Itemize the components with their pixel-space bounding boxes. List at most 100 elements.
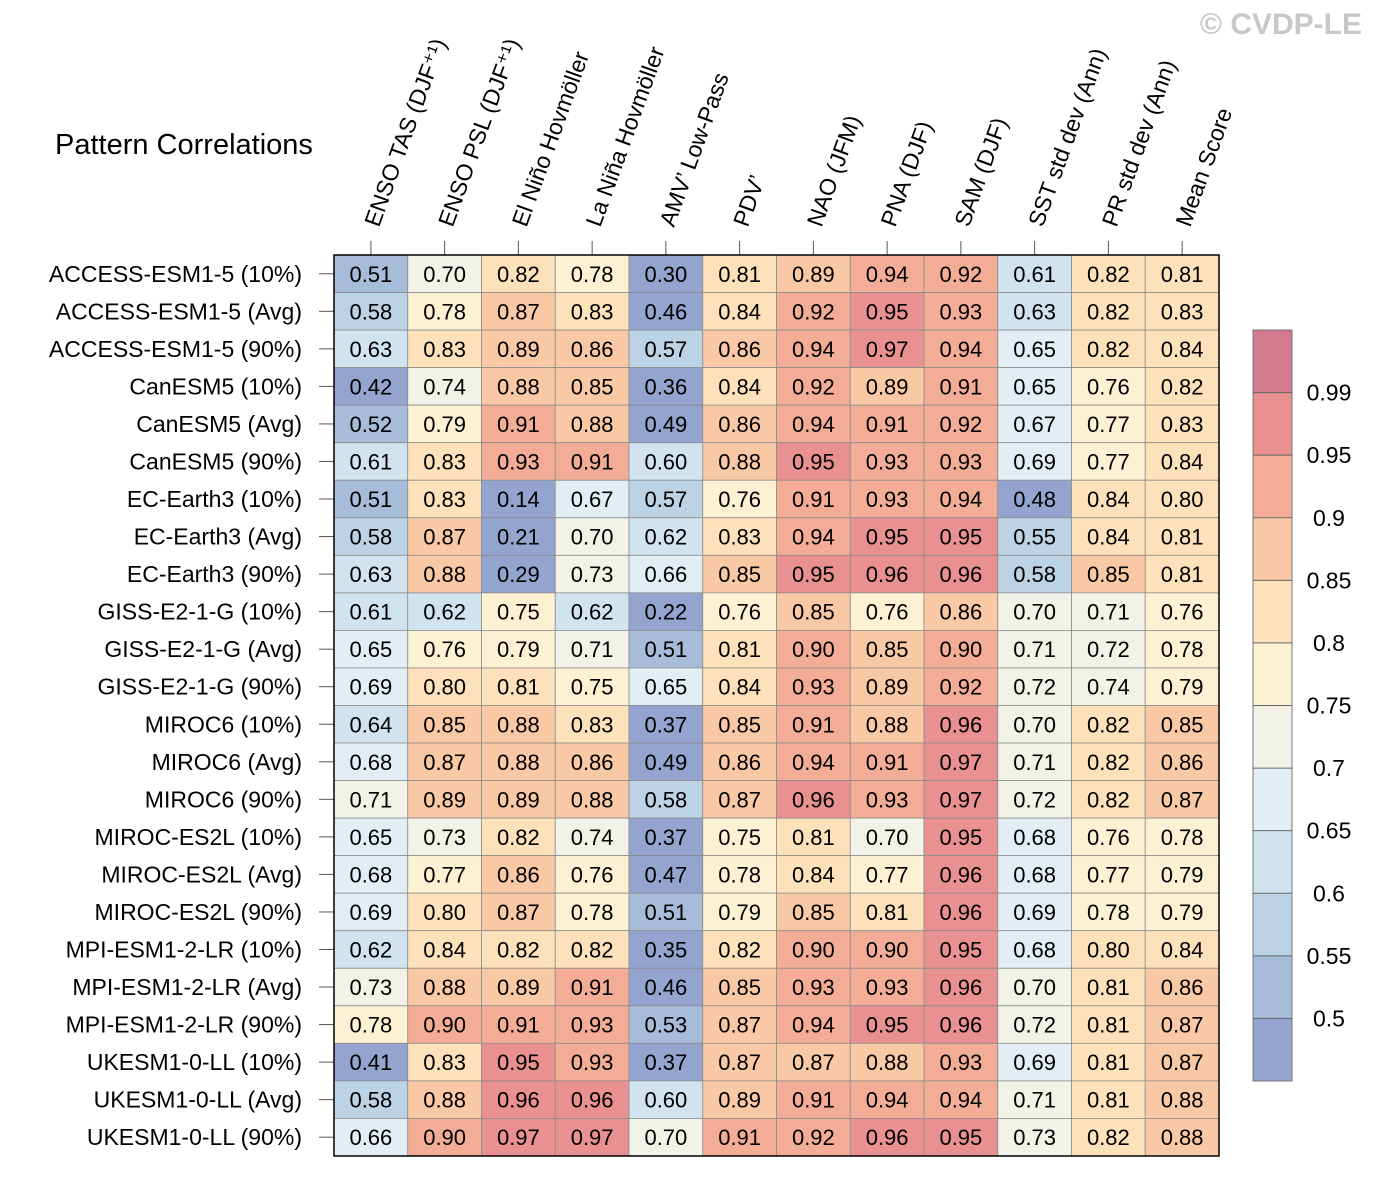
heatmap-cell: [1144, 1005, 1220, 1044]
cell-value-label: 0.77: [423, 862, 466, 887]
heatmap-cell: [997, 1080, 1072, 1119]
heatmap-cell: [407, 367, 482, 406]
row-label: CanESM5 (Avg): [136, 411, 302, 437]
heatmap-cell: [481, 479, 556, 519]
cell-value-label: 0.68: [349, 750, 392, 775]
row-label: CanESM5 (90%): [129, 448, 302, 474]
heatmap-cell: [481, 780, 556, 819]
cell-value-label: 0.76: [718, 600, 761, 625]
cell-value-label: 0.79: [1161, 675, 1204, 700]
row-label: MIROC6 (90%): [145, 786, 302, 812]
cell-value-label: 0.89: [866, 374, 909, 399]
cell-value-label: 0.83: [423, 337, 466, 362]
heatmap-cell: [1144, 329, 1220, 369]
cell-value-label: 0.93: [497, 449, 540, 474]
heatmap-cell: [1071, 479, 1146, 519]
cell-value-label: 0.76: [1161, 600, 1204, 625]
cell-value-label: 0.65: [644, 675, 687, 700]
cell-value-label: 0.89: [497, 337, 540, 362]
cell-value-label: 0.81: [497, 675, 540, 700]
heatmap-cell: [628, 667, 704, 706]
cell-value-label: 0.87: [792, 1050, 835, 1075]
cell-value-label: 0.79: [718, 900, 761, 925]
cell-value-label: 0.92: [792, 374, 835, 399]
cell-value-label: 0.92: [939, 412, 982, 437]
heatmap-cell: [1071, 554, 1146, 594]
heatmap-cell: [1071, 892, 1146, 932]
cell-value-label: 0.94: [939, 1088, 982, 1113]
heatmap-cell: [1071, 367, 1146, 406]
cell-value-label: 0.97: [939, 750, 982, 775]
cell-value-label: 0.92: [939, 262, 982, 287]
heatmap-cell: [333, 967, 409, 1007]
cell-value-label: 0.88: [423, 562, 466, 587]
cell-value-label: 0.81: [1087, 1013, 1130, 1038]
cell-value-label: 0.78: [1087, 900, 1130, 925]
cell-value-label: 0.91: [497, 412, 540, 437]
cell-value-label: 0.51: [644, 900, 687, 925]
cell-value-label: 0.83: [423, 449, 466, 474]
cell-value-label: 0.87: [1161, 787, 1204, 812]
heatmap-cell: [776, 554, 851, 594]
heatmap-cell: [702, 479, 777, 519]
heatmap-cell: [702, 592, 777, 631]
cell-value-label: 0.78: [571, 262, 614, 287]
heatmap-cell: [628, 404, 704, 444]
cell-value-label: 0.67: [1013, 412, 1056, 437]
row-label: MPI-ESM1-2-LR (10%): [66, 936, 302, 962]
cell-value-label: 0.91: [792, 1088, 835, 1113]
colorbar-segment: [1253, 955, 1292, 1019]
cell-value-label: 0.14: [497, 487, 540, 512]
cell-value-label: 0.41: [349, 1050, 392, 1075]
heatmap-cell: [1071, 1118, 1146, 1157]
heatmap-cell: [702, 1005, 777, 1044]
heatmap-cell: [849, 630, 925, 669]
cell-value-label: 0.83: [423, 1050, 466, 1075]
cell-value-label: 0.95: [939, 1125, 982, 1150]
row-label: ACCESS-ESM1-5 (Avg): [56, 298, 302, 324]
cell-value-label: 0.93: [866, 487, 909, 512]
cell-value-label: 0.80: [423, 675, 466, 700]
cell-value-label: 0.86: [718, 412, 761, 437]
heatmap-cell: [628, 855, 704, 894]
cell-value-label: 0.70: [571, 525, 614, 550]
heatmap-cell: [628, 442, 704, 481]
cell-value-label: 0.90: [866, 937, 909, 962]
cell-value-label: 0.87: [718, 787, 761, 812]
heatmap-cell: [554, 1080, 630, 1119]
heatmap-cell: [997, 855, 1072, 894]
row-label: EC-Earth3 (90%): [127, 561, 302, 587]
heatmap-cell: [1144, 554, 1220, 594]
cell-value-label: 0.89: [497, 975, 540, 1000]
cell-value-label: 0.51: [349, 487, 392, 512]
cell-value-label: 0.85: [718, 562, 761, 587]
colorbar-segment: [1253, 455, 1292, 518]
heatmap-cell: [923, 892, 999, 932]
heatmap-cell: [849, 1042, 925, 1082]
cell-value-label: 0.71: [1013, 1088, 1056, 1113]
cell-value-label: 0.91: [792, 487, 835, 512]
cell-value-label: 0.83: [571, 299, 614, 324]
cell-value-label: 0.83: [1161, 299, 1204, 324]
heatmap-cell: [776, 892, 851, 932]
cell-value-label: 0.48: [1013, 487, 1056, 512]
colorbar-label: 0.65: [1307, 818, 1352, 844]
cell-value-label: 0.82: [497, 825, 540, 850]
cell-value-label: 0.94: [939, 487, 982, 512]
heatmap-cell: [481, 329, 556, 369]
row-label: GISS-E2-1-G (Avg): [104, 636, 302, 662]
heatmap-cell: [407, 479, 482, 519]
cell-value-label: 0.85: [1161, 712, 1204, 737]
row-label: UKESM1-0-LL (90%): [87, 1124, 302, 1150]
colorbar-label: 0.6: [1313, 880, 1345, 906]
cell-value-label: 0.86: [718, 337, 761, 362]
row-labels: ACCESS-ESM1-5 (10%) ACCESS-ESM1-5 (Avg) AC…: [49, 261, 334, 1150]
cell-value-label: 0.52: [349, 412, 392, 437]
heatmap-cell: [923, 329, 999, 369]
heatmap-cell: [1144, 442, 1220, 481]
cell-value-label: 0.82: [1087, 262, 1130, 287]
cell-value-label: 0.73: [571, 562, 614, 587]
heatmap-cell: [776, 292, 851, 331]
column-label: Mean Score: [1170, 104, 1237, 229]
heatmap-cell: [407, 780, 482, 819]
